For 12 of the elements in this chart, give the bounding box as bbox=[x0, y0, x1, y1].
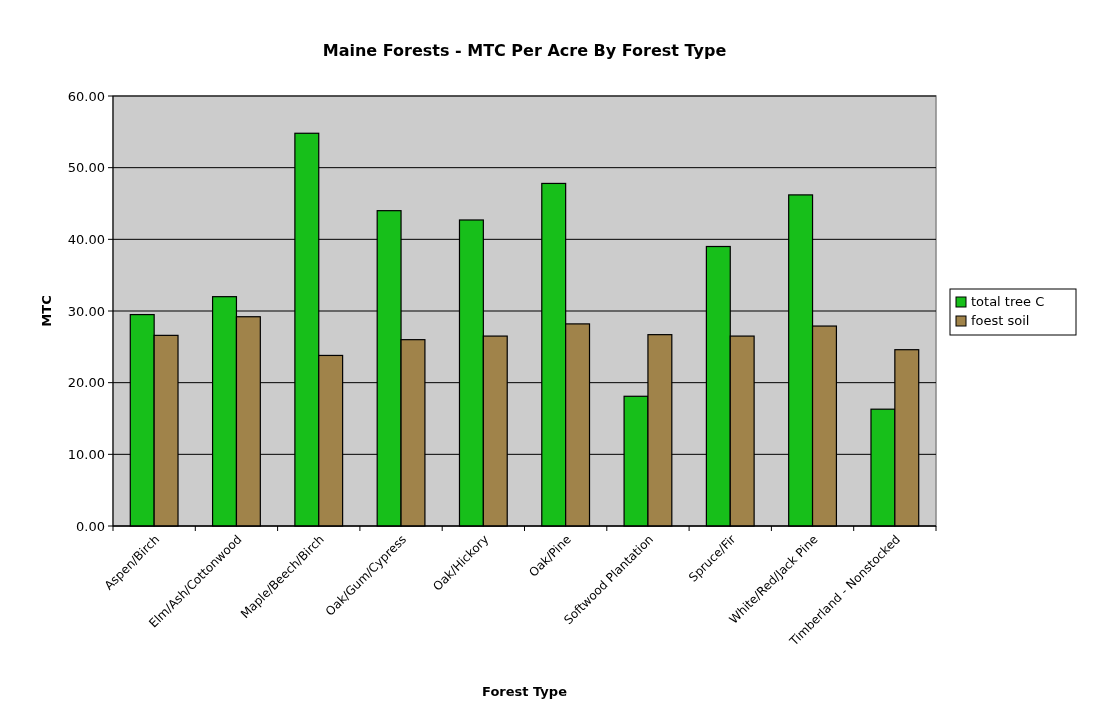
y-tick-label: 0.00 bbox=[76, 518, 105, 534]
x-axis-title: Forest Type bbox=[482, 684, 568, 699]
y-tick-label: 50.00 bbox=[67, 160, 105, 176]
legend-label: total tree C bbox=[971, 294, 1045, 309]
chart-title: Maine Forests - MTC Per Acre By Forest Type bbox=[322, 41, 727, 60]
y-tick-label: 10.00 bbox=[67, 446, 105, 462]
legend-label: foest soil bbox=[971, 313, 1030, 328]
y-axis-title: MTC bbox=[39, 295, 54, 327]
y-tick-label: 30.00 bbox=[67, 303, 105, 319]
y-tick-label: 40.00 bbox=[67, 231, 105, 247]
y-tick-label: 60.00 bbox=[67, 88, 105, 104]
y-tick-label: 20.00 bbox=[67, 375, 105, 391]
